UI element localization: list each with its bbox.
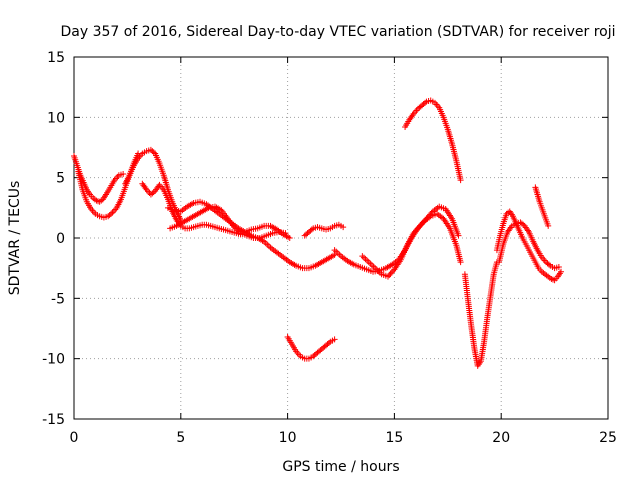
series-seg-o (496, 219, 562, 272)
data-point (419, 220, 426, 227)
data-point (415, 224, 422, 231)
x-axis-label: GPS time / hours (282, 459, 399, 475)
y-tick-label: 10 (47, 110, 65, 126)
series-seg-l (402, 97, 464, 184)
data-point (455, 232, 462, 239)
data-point (422, 99, 429, 106)
data-point (388, 269, 395, 276)
data-point (411, 228, 418, 235)
y-tick-label: -10 (42, 352, 65, 368)
data-point (420, 218, 427, 225)
data-points (71, 97, 565, 369)
series-seg-i (301, 221, 347, 239)
series-seg-k (359, 203, 462, 280)
data-point (545, 222, 552, 229)
data-point (108, 210, 115, 217)
data-point (555, 263, 562, 270)
data-point (410, 230, 417, 237)
data-point (457, 177, 464, 184)
axis-ticks: 0 5 10 15 20 25 -15 -10 -5 0 5 10 15 (42, 50, 617, 446)
data-point (418, 221, 425, 228)
x-tick-label: 25 (599, 430, 617, 446)
data-point (384, 273, 391, 280)
x-tick-label: 0 (70, 430, 79, 446)
data-point (308, 226, 315, 233)
y-tick-label: 0 (56, 231, 65, 247)
data-point (325, 339, 332, 346)
y-tick-label: -15 (42, 412, 65, 428)
data-point (427, 211, 434, 218)
series-seg-f (167, 203, 289, 241)
x-tick-label: 10 (279, 430, 297, 446)
x-tick-label: 20 (492, 430, 510, 446)
data-point (426, 212, 433, 219)
data-point (417, 222, 424, 229)
data-point (545, 261, 552, 268)
data-point (428, 209, 435, 216)
data-point (413, 227, 420, 234)
series-seg-a (71, 152, 127, 205)
series-seg-n (493, 208, 565, 284)
series-seg-g (241, 222, 293, 241)
data-point (120, 171, 127, 178)
data-point (424, 214, 431, 221)
x-tick-label: 5 (176, 430, 185, 446)
x-tick-label: 15 (385, 430, 403, 446)
data-point (387, 270, 394, 277)
data-point (414, 225, 421, 232)
data-point (457, 259, 464, 266)
data-point (558, 268, 565, 275)
y-axis-label: SDTVAR / TECUs (7, 181, 23, 296)
data-point (150, 149, 157, 156)
data-point (423, 215, 430, 222)
data-point (390, 267, 397, 274)
data-point (331, 336, 338, 343)
y-tick-label: 5 (56, 171, 65, 187)
series-seg-h (284, 333, 338, 362)
series-seg-d (139, 180, 244, 238)
series-seg-p (532, 184, 552, 229)
data-point (340, 224, 347, 231)
data-point (386, 272, 393, 279)
data-point (422, 217, 429, 224)
y-tick-label: 15 (47, 50, 65, 66)
series-seg-m (461, 259, 500, 369)
data-point (286, 235, 293, 241)
y-tick-label: -5 (51, 291, 65, 307)
chart-title: Day 357 of 2016, Sidereal Day-to-day VTE… (60, 24, 615, 40)
